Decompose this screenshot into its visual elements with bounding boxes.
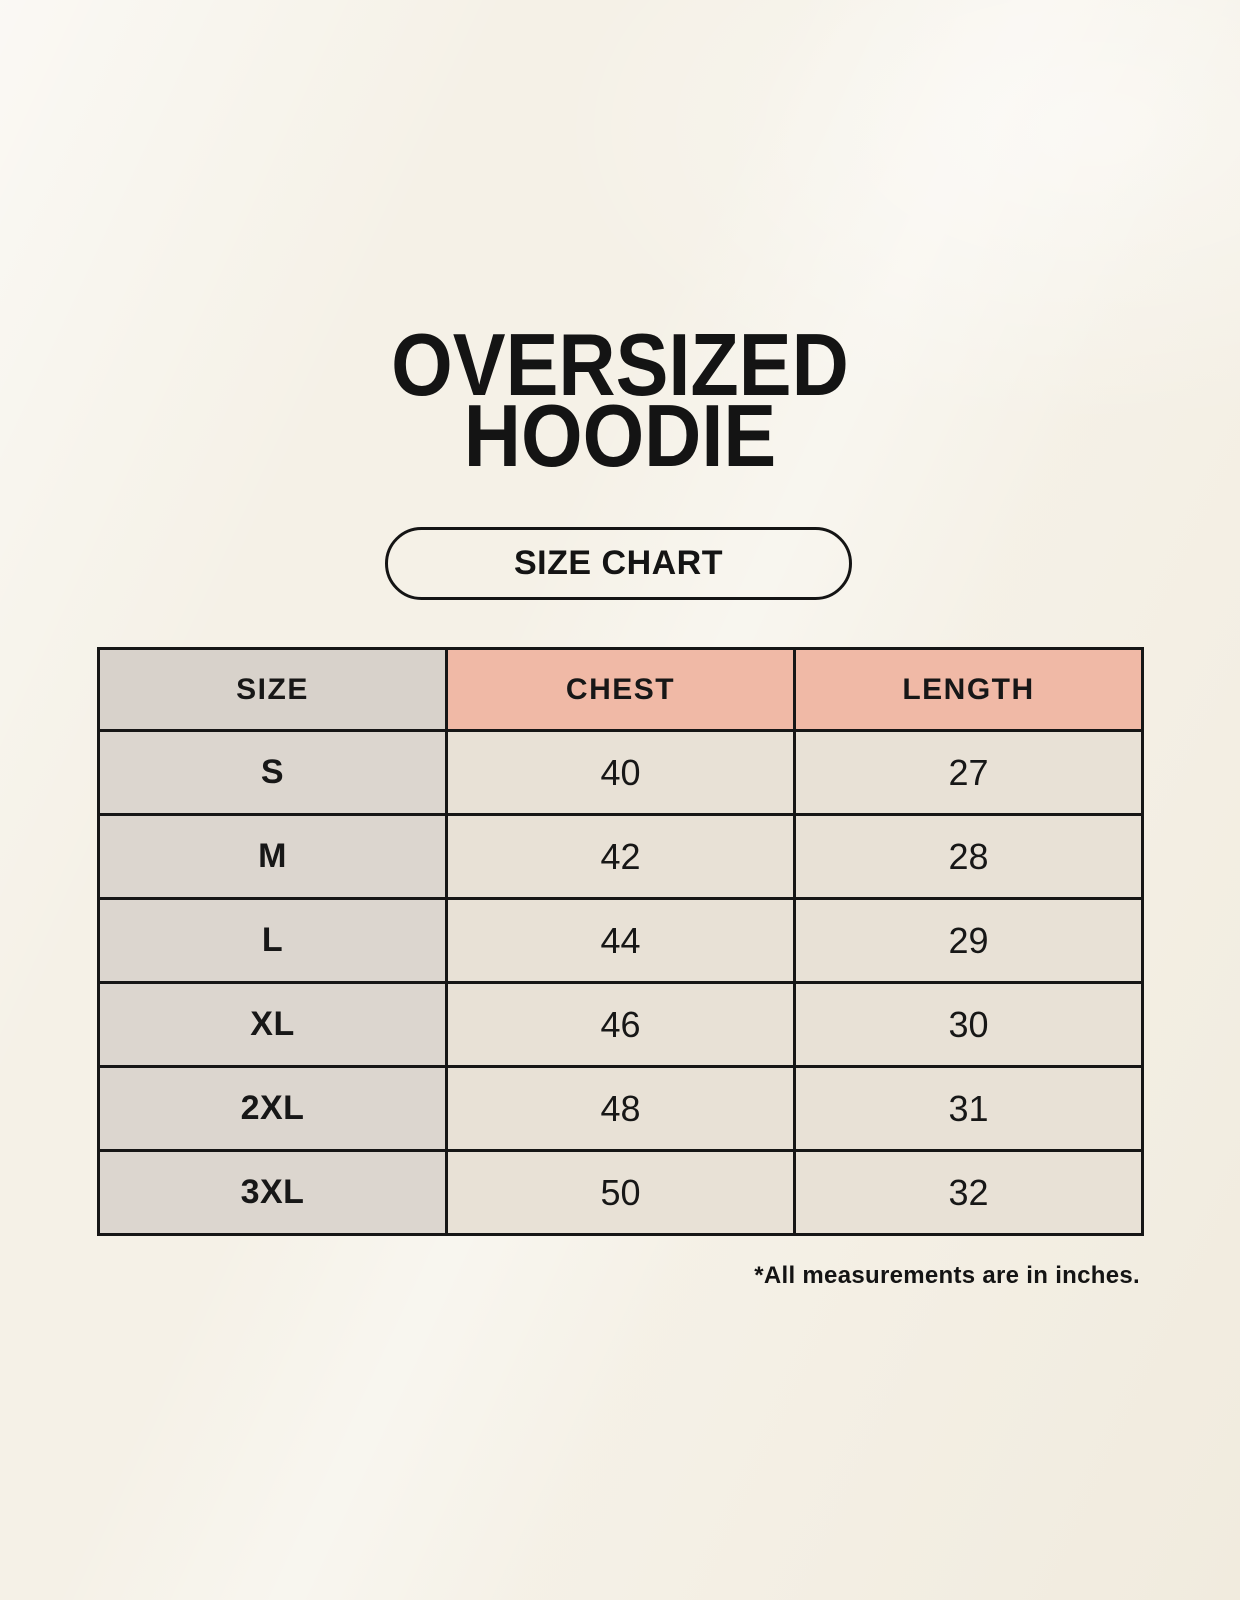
table-row: 3XL 50 32 <box>97 1149 1144 1236</box>
length-cell: 30 <box>793 981 1144 1068</box>
product-title-line-2: HOODIE <box>463 386 777 485</box>
chest-cell: 48 <box>445 1065 796 1152</box>
table-row: M 42 28 <box>97 813 1144 900</box>
chest-cell: 42 <box>445 813 796 900</box>
length-cell: 31 <box>793 1065 1144 1152</box>
size-cell: 3XL <box>97 1149 448 1236</box>
size-cell: M <box>97 813 448 900</box>
size-cell: L <box>97 897 448 984</box>
chest-cell: 46 <box>445 981 796 1068</box>
product-title: OVERSIZED HOODIE <box>62 321 1178 480</box>
header-cell-length: LENGTH <box>793 647 1144 732</box>
size-chart-table: SIZE CHEST LENGTH S 40 27 M 42 28 L 44 2… <box>97 647 1144 1236</box>
size-cell: XL <box>97 981 448 1068</box>
length-cell: 27 <box>793 729 1144 816</box>
chest-cell: 44 <box>445 897 796 984</box>
chest-cell: 50 <box>445 1149 796 1236</box>
size-cell: 2XL <box>97 1065 448 1152</box>
length-cell: 32 <box>793 1149 1144 1236</box>
table-row: S 40 27 <box>97 729 1144 816</box>
length-cell: 28 <box>793 813 1144 900</box>
table-row: XL 46 30 <box>97 981 1144 1068</box>
product-title-line-1: OVERSIZED <box>391 315 849 414</box>
size-chart-badge[interactable]: SIZE CHART <box>385 527 852 600</box>
size-chart-table-head: SIZE CHEST LENGTH <box>97 647 1144 732</box>
measurements-footnote: *All measurements are in inches. <box>754 1262 1140 1289</box>
size-chart-table-body: S 40 27 M 42 28 L 44 29 XL 46 30 2XL 48 … <box>97 729 1144 1236</box>
header-cell-chest: CHEST <box>445 647 796 732</box>
size-cell: S <box>97 729 448 816</box>
header-cell-size: SIZE <box>97 647 448 732</box>
chest-cell: 40 <box>445 729 796 816</box>
header-row: SIZE CHEST LENGTH <box>97 647 1144 732</box>
table-row: 2XL 48 31 <box>97 1065 1144 1152</box>
length-cell: 29 <box>793 897 1144 984</box>
table-row: L 44 29 <box>97 897 1144 984</box>
size-chart-badge-label: SIZE CHART <box>514 544 723 582</box>
